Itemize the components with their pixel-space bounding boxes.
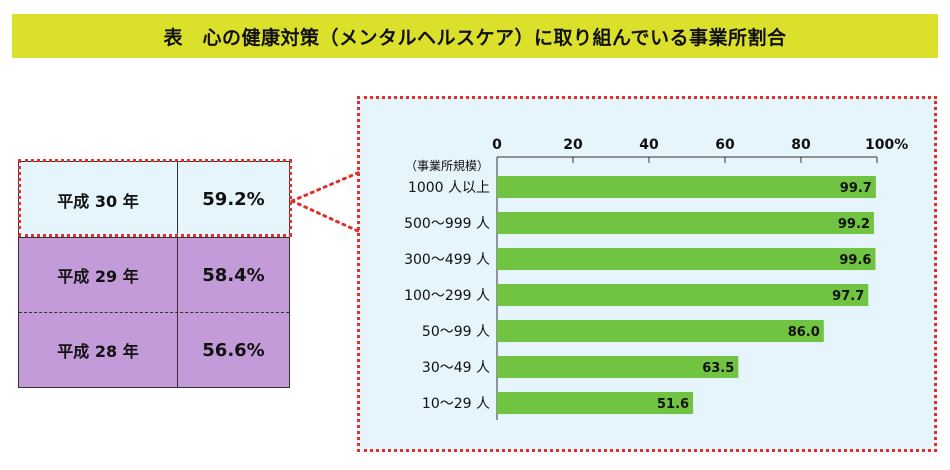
year-value: 59.2% <box>202 189 265 210</box>
category-label: 10～29 人 <box>422 396 490 412</box>
bar <box>497 284 869 306</box>
year-label: 平成 30 年 <box>19 162 178 237</box>
data-label: 86.0 <box>788 325 820 340</box>
bar <box>497 320 824 342</box>
x-tick-label: 20 <box>563 137 583 153</box>
category-axis-label: （事業所規模） <box>405 158 489 173</box>
category-label: 30～49 人 <box>422 360 490 376</box>
category-label: 100～299 人 <box>404 288 490 304</box>
data-label: 51.6 <box>657 397 689 412</box>
category-label: 50～99 人 <box>422 324 490 340</box>
year-label: 平成 28 年 <box>19 313 178 387</box>
bar <box>497 248 876 270</box>
year-comparison-table: 平成 30 年 59.2% 平成 29 年 58.4% 平成 28 年 56.6… <box>18 161 290 388</box>
x-tick-label: 80 <box>791 137 811 153</box>
bar <box>497 212 874 234</box>
data-label: 99.6 <box>839 253 871 268</box>
x-tick-label: 0 <box>492 137 502 153</box>
category-label: 500～999 人 <box>404 216 490 232</box>
year-value: 58.4% <box>202 264 265 286</box>
x-tick-label: 100% <box>865 137 908 153</box>
bar <box>497 356 739 378</box>
bar <box>497 176 876 198</box>
category-label: 300～499 人 <box>404 252 490 268</box>
year-row-h29: 平成 29 年 58.4% <box>19 237 289 312</box>
data-label: 99.2 <box>838 217 870 232</box>
bar <box>497 392 694 414</box>
x-tick-label: 40 <box>639 137 659 153</box>
data-label: 63.5 <box>702 361 734 376</box>
category-label: 1000 人以上 <box>408 180 490 196</box>
year-value: 56.6% <box>202 339 265 361</box>
data-label: 97.7 <box>832 289 864 304</box>
page-title: 表 心の健康対策（メンタルヘルスケア）に取り組んでいる事業所割合 <box>12 14 938 58</box>
year-row-h30: 平成 30 年 59.2% <box>19 162 289 237</box>
year-row-h28: 平成 28 年 56.6% <box>19 312 289 387</box>
year-label: 平成 29 年 <box>19 238 178 312</box>
data-label: 99.7 <box>840 181 872 196</box>
x-tick-label: 60 <box>715 137 735 153</box>
